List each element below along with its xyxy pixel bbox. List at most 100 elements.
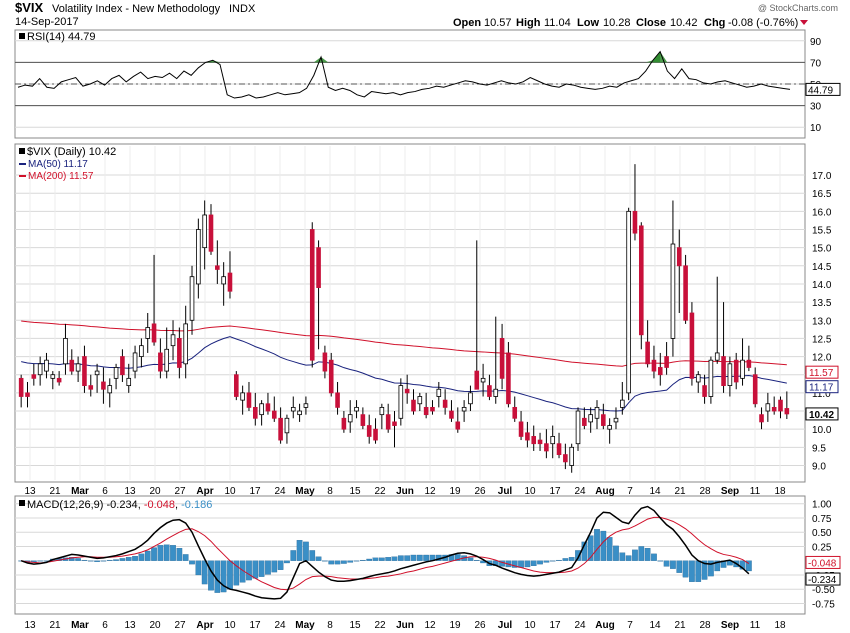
candle-body xyxy=(752,374,758,405)
x-tick-label-bottom: 10 xyxy=(524,620,536,631)
candle-body xyxy=(569,446,574,466)
macd-histogram-bar xyxy=(467,557,474,561)
x-tick-label-bottom: 17 xyxy=(249,620,261,631)
macd-histogram-bar xyxy=(549,560,556,562)
candle-body xyxy=(107,385,113,394)
candle-body xyxy=(436,388,442,397)
close-label: Close xyxy=(636,17,666,29)
candle-body xyxy=(265,403,271,412)
x-tick-label-top: 24 xyxy=(274,486,286,497)
rsi-legend-swatch xyxy=(19,33,25,39)
macd-histogram-bar xyxy=(125,557,132,561)
macd-histogram-bar xyxy=(530,560,537,566)
macd-histogram-bar xyxy=(682,560,689,578)
candle-body xyxy=(638,225,644,336)
candle-body xyxy=(594,406,600,419)
candle-body xyxy=(215,265,220,270)
candle-body xyxy=(430,406,435,412)
x-tick-label-top: Mar xyxy=(71,486,89,497)
macd-histogram-bar xyxy=(227,560,233,590)
macd-histogram-bar xyxy=(423,554,429,561)
macd-histogram-bar xyxy=(296,540,303,561)
x-tick-label-bottom: 13 xyxy=(124,620,136,631)
candle-body xyxy=(177,338,182,368)
candle-body xyxy=(657,367,663,376)
macd-histogram-bar xyxy=(714,560,721,572)
macd-histogram-bar xyxy=(416,554,423,561)
macd-tick-label: 0.25 xyxy=(812,542,832,553)
x-tick-label-bottom: 17 xyxy=(549,620,561,631)
macd-legend-signal: -0.048 xyxy=(144,499,175,511)
candle-body xyxy=(721,356,726,387)
price-current-box xyxy=(805,380,839,394)
candle-body xyxy=(164,348,170,372)
candle-body xyxy=(613,417,619,423)
x-tick-label-bottom: 21 xyxy=(49,620,61,631)
price-panel-frame xyxy=(14,143,806,483)
candle-body xyxy=(56,377,62,383)
candle-body xyxy=(328,359,334,394)
candle-body xyxy=(189,276,195,321)
macd-histogram-bar xyxy=(638,546,645,561)
x-tick-label-bottom: 8 xyxy=(327,620,333,631)
candle-body xyxy=(341,417,347,430)
x-tick-label-bottom: 26 xyxy=(474,620,486,631)
macd-histogram-bar xyxy=(81,559,88,561)
macd-histogram-bar xyxy=(676,560,683,573)
price-legend-ma50: MA(50) 11.17 xyxy=(28,159,88,170)
macd-histogram-bar xyxy=(404,555,411,561)
macd-histogram-bar xyxy=(170,545,176,561)
x-tick-label-top: 19 xyxy=(449,486,461,497)
candle-body xyxy=(227,272,233,292)
candle-body xyxy=(271,410,277,419)
candle-body xyxy=(651,359,657,372)
candle-body xyxy=(196,229,201,285)
x-tick-label-bottom: 12 xyxy=(424,620,436,631)
macd-histogram-bar xyxy=(37,560,43,562)
price-current-label: 10.42 xyxy=(809,410,834,421)
x-tick-label-top: 7 xyxy=(627,486,633,497)
macd-histogram-bar xyxy=(360,559,366,561)
macd-histogram-bar xyxy=(163,544,170,561)
candle-body xyxy=(31,374,37,379)
candle-body xyxy=(759,414,764,423)
candle-body xyxy=(531,436,537,445)
x-tick-label-top: 10 xyxy=(524,486,536,497)
macd-legend-sep2: , xyxy=(175,499,181,511)
macd-histogram-bar xyxy=(625,555,632,561)
price-tick-label: 17.0 xyxy=(812,171,832,182)
macd-histogram-bar xyxy=(594,529,600,561)
macd-signal-line xyxy=(21,516,750,591)
x-tick-label-top: 27 xyxy=(174,486,186,497)
macd-current-label: -0.048 xyxy=(808,558,837,569)
x-tick-label-top: 13 xyxy=(124,486,136,497)
candle-body xyxy=(75,363,81,372)
x-tick-label-top: 20 xyxy=(149,486,161,497)
candle-body xyxy=(347,414,353,423)
candle-body xyxy=(620,399,625,408)
macd-histogram-bar xyxy=(75,558,81,561)
rsi-legend-text: RSI(14) 44.79 xyxy=(27,31,95,43)
macd-legend: MACD(12,26,9) -0.234, -0.048, -0.186 xyxy=(19,499,212,511)
macd-histogram-bar xyxy=(663,560,670,567)
rsi-tick-label: 30 xyxy=(810,102,822,113)
macd-histogram-bar xyxy=(670,560,676,569)
x-tick-label-top: 18 xyxy=(774,486,786,497)
rsi-overbought-fill xyxy=(313,57,329,63)
candle-body xyxy=(632,210,638,234)
ma50-line xyxy=(21,336,787,412)
candle-body xyxy=(221,276,226,285)
candle-body xyxy=(784,408,790,415)
candle-body xyxy=(512,406,518,419)
x-tick-label-bottom: 15 xyxy=(349,620,361,631)
macd-histogram-bar xyxy=(220,560,227,593)
price-tick-label: 9.5 xyxy=(812,443,826,454)
macd-histogram-bar xyxy=(556,559,562,561)
candle-body xyxy=(474,370,480,390)
x-tick-label-top: 10 xyxy=(224,486,236,497)
candle-body xyxy=(708,359,714,397)
candle-body xyxy=(417,396,423,405)
price-tick-label: 11.0 xyxy=(812,389,831,400)
candle-body xyxy=(335,392,340,408)
